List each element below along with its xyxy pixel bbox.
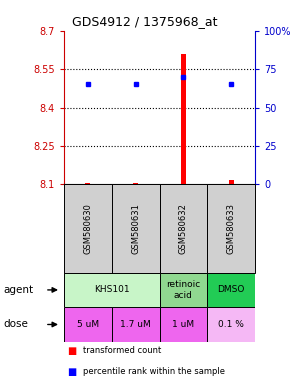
Bar (160, 273, 207, 307)
Bar (207, 184, 255, 273)
Bar (64, 273, 160, 307)
Text: DMSO: DMSO (218, 285, 245, 295)
Text: KHS101: KHS101 (94, 285, 129, 295)
Text: GSM580631: GSM580631 (131, 203, 140, 254)
Text: 1 uM: 1 uM (172, 320, 195, 329)
Text: dose: dose (3, 319, 28, 329)
Bar (207, 307, 255, 342)
Text: retinoic
acid: retinoic acid (166, 280, 201, 300)
Bar (64, 307, 112, 342)
Bar (112, 184, 160, 273)
Bar (160, 184, 207, 273)
Text: transformed count: transformed count (83, 346, 161, 354)
Bar (64, 184, 112, 273)
Text: percentile rank within the sample: percentile rank within the sample (83, 367, 225, 376)
Text: agent: agent (3, 285, 33, 295)
Text: ■: ■ (67, 367, 76, 377)
Text: GDS4912 / 1375968_at: GDS4912 / 1375968_at (72, 15, 218, 28)
Bar (160, 307, 207, 342)
Text: ■: ■ (67, 346, 76, 356)
Bar (229, 180, 234, 184)
Bar (207, 273, 255, 307)
Text: 5 uM: 5 uM (77, 320, 99, 329)
Bar (181, 54, 186, 184)
Bar (133, 182, 138, 184)
Bar (85, 183, 90, 184)
Text: GSM580632: GSM580632 (179, 203, 188, 254)
Text: GSM580630: GSM580630 (83, 203, 92, 254)
Bar (112, 307, 160, 342)
Text: 0.1 %: 0.1 % (218, 320, 244, 329)
Text: GSM580633: GSM580633 (227, 203, 236, 254)
Text: 1.7 uM: 1.7 uM (120, 320, 151, 329)
